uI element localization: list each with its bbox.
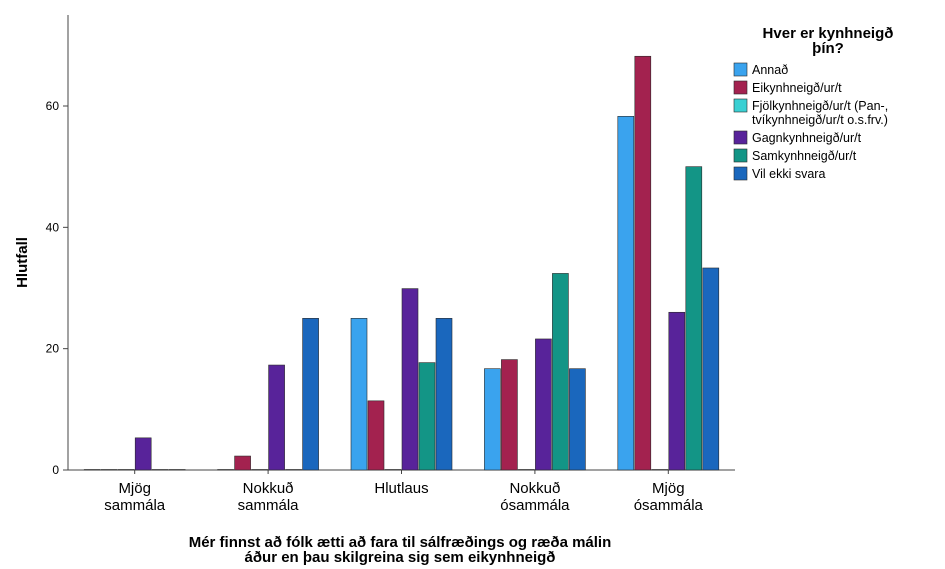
bar xyxy=(569,368,586,471)
bar xyxy=(518,469,535,471)
bar xyxy=(302,318,319,471)
x-axis-title: Mér finnst að fólk ætti að fara til sálf… xyxy=(189,534,612,566)
legend-swatch xyxy=(733,62,748,77)
bar xyxy=(151,469,169,471)
y-tick-label: 0 xyxy=(52,463,59,477)
bar xyxy=(702,267,720,471)
bar xyxy=(634,55,652,471)
legend-swatch xyxy=(733,80,748,95)
y-tick-label: 40 xyxy=(46,220,60,234)
bar xyxy=(552,273,569,471)
legend-item: Gagnkynhneigð/ur/t xyxy=(733,130,862,145)
legend-label: Annað xyxy=(752,63,788,77)
bar xyxy=(617,116,635,471)
x-tick-label: Mjög sammála xyxy=(104,480,166,514)
legend-label: Fjölkynhneigð/ur/t (Pan-, tvíkynhneigð/ur… xyxy=(752,99,888,127)
bars xyxy=(83,55,720,471)
legend-item: Annað xyxy=(733,62,788,77)
bar xyxy=(401,288,419,471)
legend-label: Eikynhneigð/ur/t xyxy=(752,81,842,95)
y-tick-label: 60 xyxy=(46,99,60,113)
legend-label: Gagnkynhneigð/ur/t xyxy=(752,131,862,145)
bar xyxy=(83,469,101,471)
legend-label: Vil ekki svara xyxy=(752,167,825,181)
axis-titles: Hlutfall Mér finnst að fólk ætti að fara … xyxy=(14,237,611,566)
bar xyxy=(350,318,368,471)
bar xyxy=(384,469,402,471)
bar xyxy=(484,368,501,471)
legend-title: Hver er kynhneigð þín? xyxy=(763,25,894,57)
x-tick-label: Nokkuð sammála xyxy=(238,480,300,514)
x-tick-label: Mjög ósammála xyxy=(634,480,704,514)
x-axis: Mjög sammála Nokkuð sammála Hlutlaus Nokkuð ós… xyxy=(68,469,735,514)
legend-swatch xyxy=(733,148,748,163)
bar xyxy=(234,455,251,471)
bar xyxy=(501,359,518,471)
bar xyxy=(268,364,285,471)
bar xyxy=(435,318,453,471)
x-tick-label: Hlutlaus xyxy=(374,480,428,497)
legend-label: Samkynhneigð/ur/t xyxy=(752,149,857,163)
bar xyxy=(535,338,552,471)
bar xyxy=(168,469,186,471)
y-axis-title: Hlutfall xyxy=(14,237,31,288)
bar xyxy=(217,469,234,471)
legend-swatch xyxy=(733,130,748,145)
bar xyxy=(685,166,703,471)
y-axis: 0 20 40 60 xyxy=(46,15,69,477)
bar xyxy=(418,362,436,471)
legend-item: Eikynhneigð/ur/t xyxy=(733,80,842,95)
bar xyxy=(251,469,268,471)
bar xyxy=(117,469,135,471)
x-tick-label: Nokkuð ósammála xyxy=(500,480,570,514)
bar xyxy=(100,469,118,471)
legend-swatch xyxy=(733,166,748,181)
y-tick-label: 20 xyxy=(46,342,60,356)
legend: Hver er kynhneigð þín? Annað Eikynhneigð/ur… xyxy=(733,25,894,181)
bar xyxy=(134,437,152,471)
legend-item: Samkynhneigð/ur/t xyxy=(733,148,857,163)
legend-item: Vil ekki svara xyxy=(733,166,825,181)
bar xyxy=(668,311,686,471)
legend-item: Fjölkynhneigð/ur/t (Pan-, tvíkynhneigð/ur… xyxy=(733,98,888,127)
legend-swatch xyxy=(733,98,748,113)
bar xyxy=(651,469,669,471)
bar xyxy=(367,400,385,471)
bar xyxy=(285,469,302,471)
